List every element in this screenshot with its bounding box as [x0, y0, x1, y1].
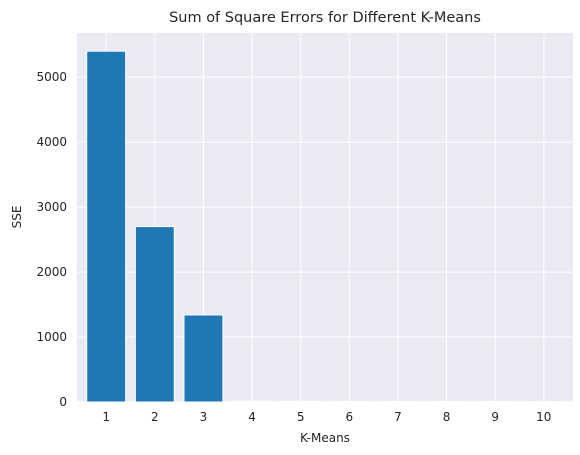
bar-k-6 [329, 400, 370, 403]
x-tick-label: 6 [345, 410, 353, 424]
x-tick-label: 7 [394, 410, 402, 424]
bar-k-3 [183, 314, 224, 403]
y-tick-label: 5000 [36, 70, 67, 84]
x-tick-label: 3 [200, 410, 208, 424]
y-tick-label: 2000 [36, 265, 67, 279]
bar-k-5 [280, 400, 321, 403]
bar-k-10 [523, 401, 564, 403]
bar-k-8 [426, 400, 467, 403]
x-tick-label: 5 [297, 410, 305, 424]
x-tick-label: 1 [102, 410, 110, 424]
bar-k-1 [86, 50, 127, 403]
bar-k-9 [475, 401, 516, 403]
x-tick-label: 2 [151, 410, 159, 424]
y-tick-label: 4000 [36, 135, 67, 149]
x-axis-ticks: 1 2 3 4 5 6 7 8 9 10 [102, 410, 551, 424]
x-tick-label: 4 [248, 410, 256, 424]
chart-title: Sum of Square Errors for Different K-Mea… [169, 10, 481, 26]
x-tick-label: 8 [443, 410, 451, 424]
bar-k-4 [232, 400, 273, 403]
x-tick-label: 9 [491, 410, 499, 424]
y-tick-label: 1000 [36, 330, 67, 344]
bar-k-7 [377, 400, 418, 403]
y-tick-label: 3000 [36, 200, 67, 214]
x-axis-label: K-Means [300, 431, 350, 445]
y-axis-ticks: 0 1000 2000 3000 4000 5000 [36, 70, 67, 409]
y-tick-label: 0 [59, 395, 67, 409]
bar-k-2 [134, 226, 175, 403]
bars [86, 50, 564, 403]
x-tick-label: 10 [536, 410, 551, 424]
y-axis-label: SSE [10, 206, 24, 229]
